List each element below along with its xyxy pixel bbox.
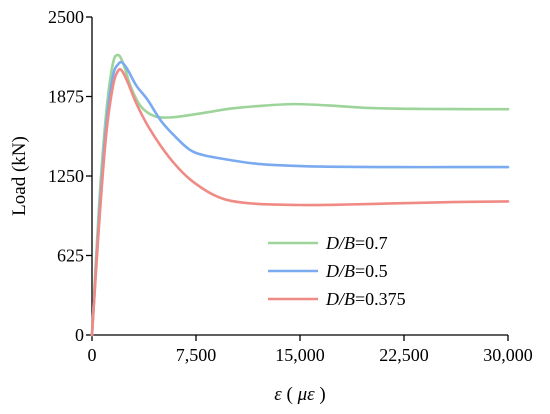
- x-axis-title-epsilon: ε: [274, 384, 282, 405]
- x-tick-label: 7,500: [176, 345, 217, 365]
- legend-label-1: D/B=0.5: [325, 261, 388, 281]
- legend-label-value: =0.375: [355, 289, 406, 309]
- y-tick-label: 0: [75, 325, 84, 345]
- x-tick-label: 0: [88, 345, 97, 365]
- x-tick-label: 15,000: [275, 345, 325, 365]
- series-line-1: [90, 60, 510, 337]
- series-layer: [90, 53, 510, 337]
- y-tick-label: 1250: [48, 166, 84, 186]
- y-tick-label: 1875: [48, 87, 84, 107]
- x-axis-title-paren-open: (: [287, 384, 293, 405]
- legend-label-var: D/B: [325, 261, 355, 281]
- legend-label-2: D/B=0.375: [325, 289, 406, 309]
- series-line-0: [90, 53, 510, 337]
- y-tick-label: 625: [57, 246, 84, 266]
- x-axis-title-unit: με: [297, 384, 316, 405]
- ticks: 0 625 1250 1875 2500 0 7,500 15,000 22,500 30,000: [48, 7, 533, 365]
- legend-label-0: D/B=0.7: [325, 233, 388, 253]
- series-line-2: [90, 67, 510, 337]
- legend-label-value: =0.5: [355, 261, 388, 281]
- legend-label-var: D/B: [325, 233, 355, 253]
- x-axis-title: ε ( με ): [274, 384, 325, 405]
- x-axis-title-paren-close: ): [319, 384, 325, 405]
- y-axis-title: Load (kN): [9, 136, 30, 216]
- y-tick-label: 2500: [48, 7, 84, 27]
- legend: D/B=0.7D/B=0.5D/B=0.375: [268, 233, 406, 309]
- legend-label-value: =0.7: [355, 233, 388, 253]
- x-tick-label: 30,000: [483, 345, 533, 365]
- legend-label-var: D/B: [325, 289, 355, 309]
- x-tick-label: 22,500: [379, 345, 429, 365]
